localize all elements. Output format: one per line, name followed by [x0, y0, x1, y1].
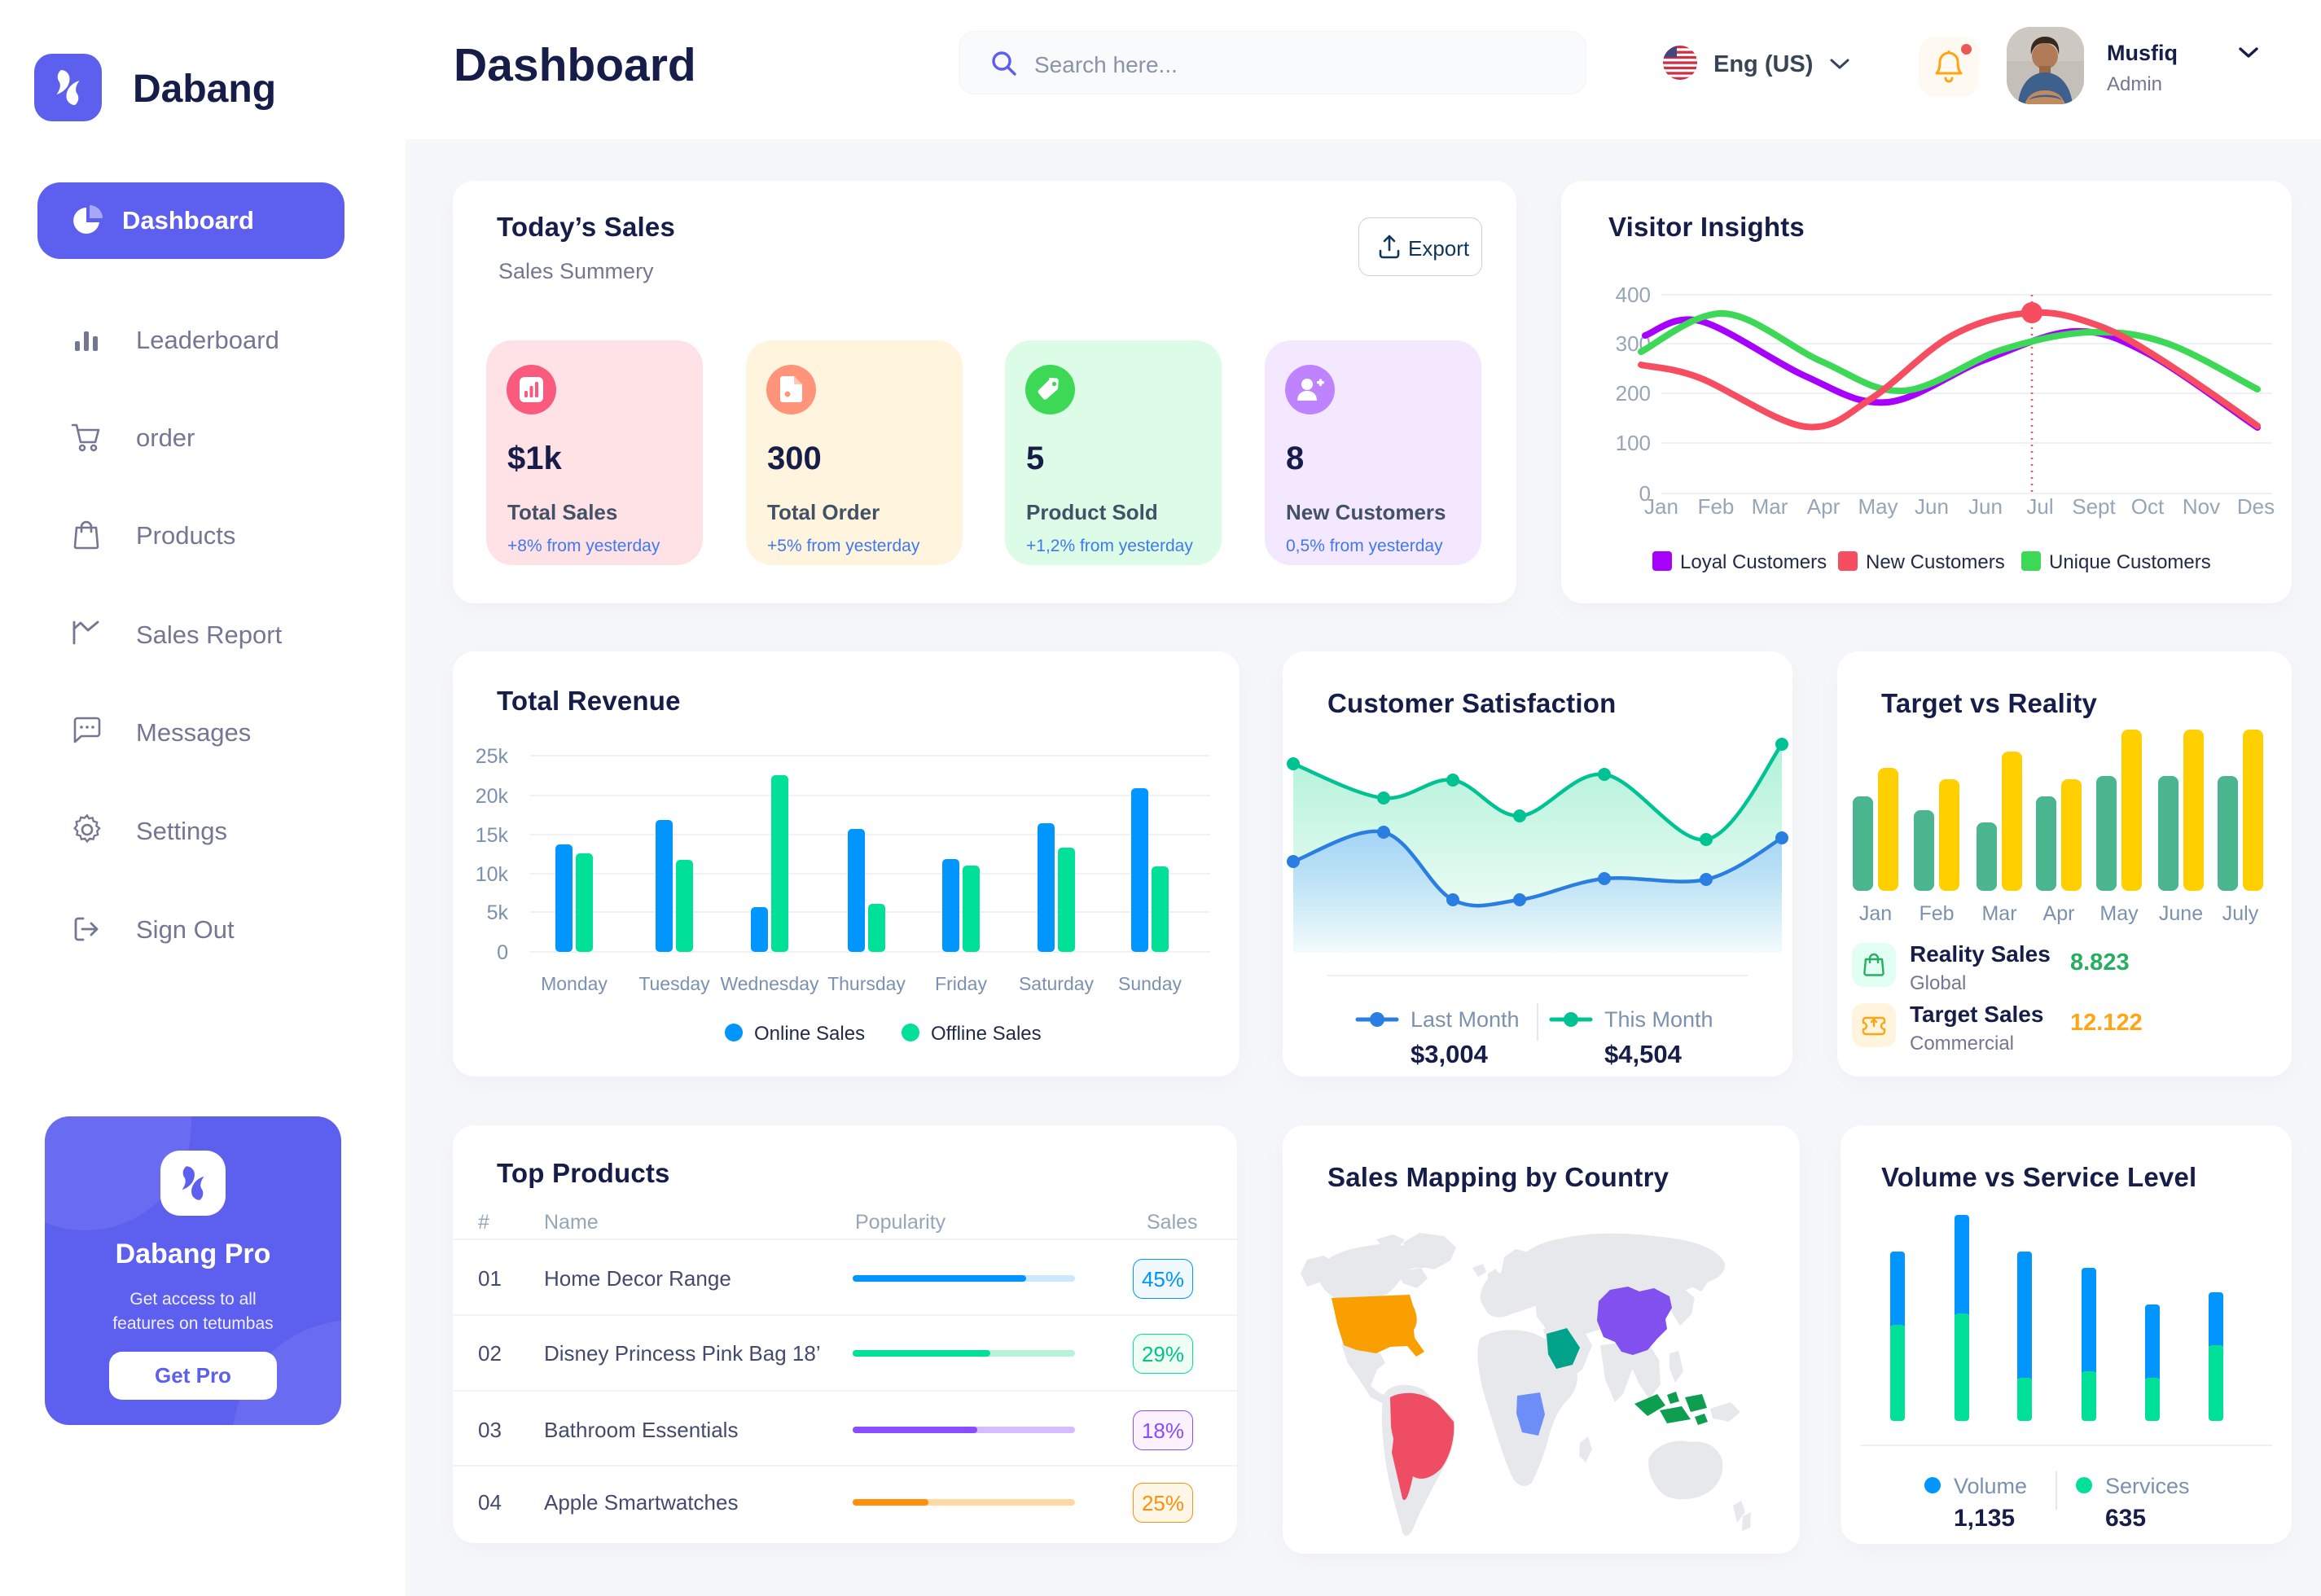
svg-text:0: 0 [497, 941, 508, 964]
svg-text:Last Month: Last Month [1411, 1007, 1520, 1032]
svg-text:May: May [1858, 494, 1898, 519]
svg-text:Oct: Oct [2131, 494, 2165, 519]
svg-text:Thursday: Thursday [827, 973, 906, 994]
svg-text:0: 0 [1639, 481, 1651, 506]
svg-text:Saturday: Saturday [1019, 973, 1095, 994]
svg-text:Nov: Nov [2183, 494, 2220, 519]
svg-text:Apr: Apr [2043, 902, 2075, 925]
svg-text:Unique Customers: Unique Customers [2049, 551, 2211, 573]
svg-text:Mar: Mar [1752, 494, 1788, 519]
svg-text:15k: 15k [476, 824, 509, 847]
svg-text:$3,004: $3,004 [1411, 1040, 1489, 1068]
svg-text:Jun: Jun [1968, 494, 2003, 519]
svg-text:Services: Services [2105, 1474, 2190, 1498]
svg-text:400: 400 [1616, 283, 1651, 307]
svg-text:Sept: Sept [2072, 494, 2116, 519]
svg-text:May: May [2099, 902, 2139, 925]
svg-text:Feb: Feb [1698, 494, 1735, 519]
svg-text:10k: 10k [476, 863, 509, 886]
svg-text:Sunday: Sunday [1118, 973, 1182, 994]
svg-text:20k: 20k [476, 785, 509, 808]
svg-text:5k: 5k [487, 901, 509, 924]
svg-text:200: 200 [1616, 381, 1651, 406]
svg-text:635: 635 [2105, 1505, 2146, 1532]
svg-text:Jan: Jan [1644, 494, 1678, 519]
svg-text:This Month: This Month [1604, 1007, 1713, 1032]
svg-text:$4,504: $4,504 [1604, 1040, 1683, 1068]
svg-text:Friday: Friday [935, 973, 987, 994]
svg-text:Tuesday: Tuesday [638, 973, 710, 994]
svg-text:Des: Des [2237, 494, 2275, 519]
svg-text:Online Sales: Online Sales [754, 1023, 865, 1045]
svg-text:Apr: Apr [1807, 494, 1841, 519]
svg-text:Jun: Jun [1915, 494, 1949, 519]
svg-text:Monday: Monday [541, 973, 608, 994]
svg-text:Wednesday: Wednesday [720, 973, 819, 994]
svg-text:Feb: Feb [1919, 902, 1954, 925]
svg-text:Mar: Mar [1981, 902, 2016, 925]
svg-text:June: June [2159, 902, 2203, 925]
svg-text:New Customers: New Customers [1866, 551, 2005, 573]
svg-text:100: 100 [1616, 431, 1651, 455]
svg-text:1,135: 1,135 [1954, 1505, 2015, 1532]
svg-text:July: July [2222, 902, 2259, 925]
svg-text:Volume: Volume [1954, 1474, 2027, 1498]
svg-text:Jan: Jan [1859, 902, 1892, 925]
svg-text:Loyal Customers: Loyal Customers [1680, 551, 1827, 573]
svg-text:Offline Sales: Offline Sales [931, 1023, 1042, 1045]
svg-text:Jul: Jul [2026, 494, 2053, 519]
svg-text:25k: 25k [476, 745, 509, 768]
